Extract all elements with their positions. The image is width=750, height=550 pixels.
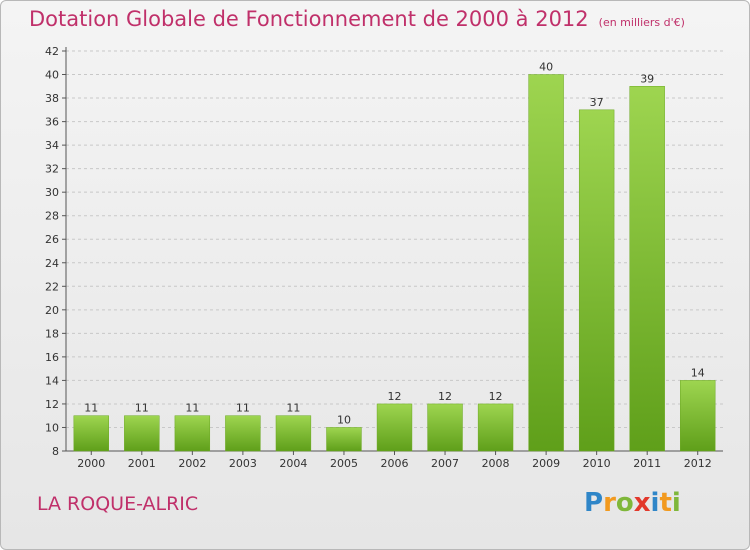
x-tick-label: 2012 [684,457,712,470]
x-tick-label: 2006 [381,457,409,470]
y-tick-label: 28 [45,210,59,223]
x-tick-label: 2008 [482,457,510,470]
bar-value-label: 11 [185,402,199,415]
y-tick-label: 32 [45,163,59,176]
bar [578,109,615,452]
bar [477,403,514,452]
y-tick-label: 22 [45,280,59,293]
y-tick-label: 12 [45,398,59,411]
bar [225,415,261,452]
bar-value-label: 37 [590,96,604,109]
chart-subtitle: (en milliers d'€) [598,16,685,29]
logo-letter: i [650,488,660,518]
logo-letter: t [659,488,672,518]
logo-letter: i [671,488,681,518]
proxiti-logo: Proxiti [584,488,681,518]
x-tick-label: 2003 [229,457,257,470]
bar [73,415,109,452]
bar [629,86,665,452]
logo-letter: x [633,488,651,518]
y-tick-label: 42 [45,45,59,58]
bar [174,415,211,452]
logo-letter: P [584,488,604,518]
y-tick-label: 8 [52,445,59,458]
y-tick-label: 18 [45,327,59,340]
x-tick-label: 2001 [128,457,156,470]
bar-value-label: 12 [388,390,402,403]
x-tick-label: 2000 [77,457,105,470]
logo-letter: o [615,488,634,518]
bar [680,380,716,452]
bar-value-label: 39 [640,72,654,85]
x-tick-label: 2009 [532,457,560,470]
x-tick-label: 2007 [431,457,459,470]
logo-letter: r [603,488,616,518]
y-tick-label: 36 [45,116,59,129]
bar [124,415,160,452]
y-tick-label: 24 [45,257,59,270]
y-tick-label: 14 [45,374,59,387]
commune-name: LA ROQUE-ALRIC [37,493,199,515]
bar [427,403,463,452]
y-tick-label: 16 [45,351,59,364]
bar-value-label: 11 [286,402,300,415]
bar-value-label: 11 [135,402,149,415]
x-tick-label: 2004 [279,457,307,470]
chart-title-main: Dotation Globale de Fonctionnement de 20… [29,7,589,31]
y-tick-label: 10 [45,421,59,434]
bar-value-label: 11 [236,402,250,415]
y-tick-label: 38 [45,92,59,105]
bar-value-label: 12 [438,390,452,403]
x-tick-label: 2010 [583,457,611,470]
y-tick-label: 30 [45,186,59,199]
chart-title: Dotation Globale de Fonctionnement de 20… [29,7,685,31]
bar [376,403,413,452]
bar-value-label: 40 [539,61,553,74]
x-tick-label: 2011 [633,457,661,470]
bar [326,427,362,452]
bar [275,415,312,452]
y-tick-label: 40 [45,69,59,82]
y-tick-label: 20 [45,304,59,317]
y-tick-label: 26 [45,233,59,246]
x-tick-label: 2005 [330,457,358,470]
bar-value-label: 12 [489,390,503,403]
bar-value-label: 10 [337,413,351,426]
bar [528,74,564,452]
y-tick-label: 34 [45,139,59,152]
bar-value-label: 11 [84,402,98,415]
x-tick-label: 2002 [178,457,206,470]
bar-value-label: 14 [691,366,705,379]
